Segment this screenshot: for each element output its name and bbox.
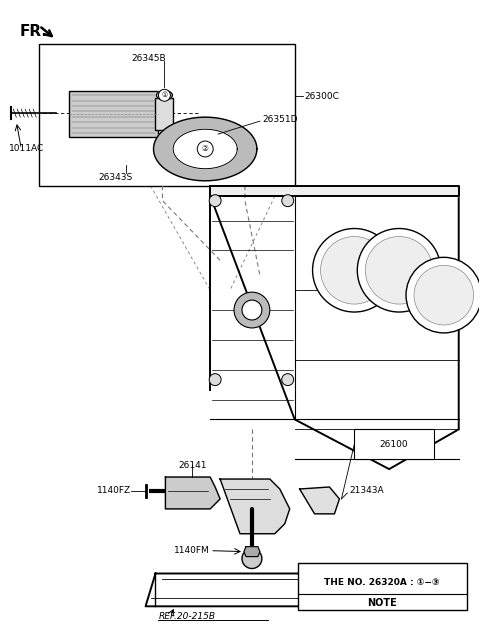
Circle shape [158,89,170,101]
Text: THE NO. 26320A : ①−③: THE NO. 26320A : ①−③ [324,578,440,587]
Bar [354,429,434,459]
Circle shape [282,195,294,207]
Circle shape [234,292,270,328]
Circle shape [365,236,433,304]
Polygon shape [156,90,172,100]
Bar [39,44,295,186]
Polygon shape [145,573,399,606]
Text: NOTE: NOTE [367,599,397,609]
Circle shape [209,374,221,386]
Text: 1011AC: 1011AC [9,145,45,154]
Circle shape [242,300,262,320]
Circle shape [209,195,221,207]
Circle shape [321,236,388,304]
Polygon shape [210,196,459,469]
Circle shape [242,549,262,569]
Text: 26141: 26141 [178,461,206,470]
Bar [69,91,158,137]
Text: 21343A: 21343A [349,487,384,495]
Polygon shape [154,117,257,181]
Polygon shape [300,487,339,514]
Text: ②: ② [202,145,209,154]
Text: FR.: FR. [19,24,48,39]
Text: 26343S: 26343S [98,173,133,182]
Bar [298,562,467,611]
Circle shape [197,141,213,157]
Text: REF.20-215B: REF.20-215B [158,612,216,621]
Circle shape [282,374,294,386]
Circle shape [312,229,396,312]
Circle shape [406,257,480,333]
Circle shape [357,229,441,312]
Text: 1140FM: 1140FM [174,546,210,555]
Text: 26300C: 26300C [305,92,339,100]
Bar [156,98,173,130]
Polygon shape [173,130,237,169]
Text: 1140FZ: 1140FZ [96,487,131,495]
Polygon shape [210,186,459,196]
Polygon shape [220,479,290,534]
Polygon shape [166,477,220,509]
Text: ①: ① [161,92,168,99]
Polygon shape [244,547,260,557]
Text: 26100: 26100 [380,440,408,449]
Text: 26351D: 26351D [262,114,298,124]
Text: 21513A ③: 21513A ③ [409,574,455,583]
Text: 26345B: 26345B [131,54,166,63]
Circle shape [414,265,474,325]
